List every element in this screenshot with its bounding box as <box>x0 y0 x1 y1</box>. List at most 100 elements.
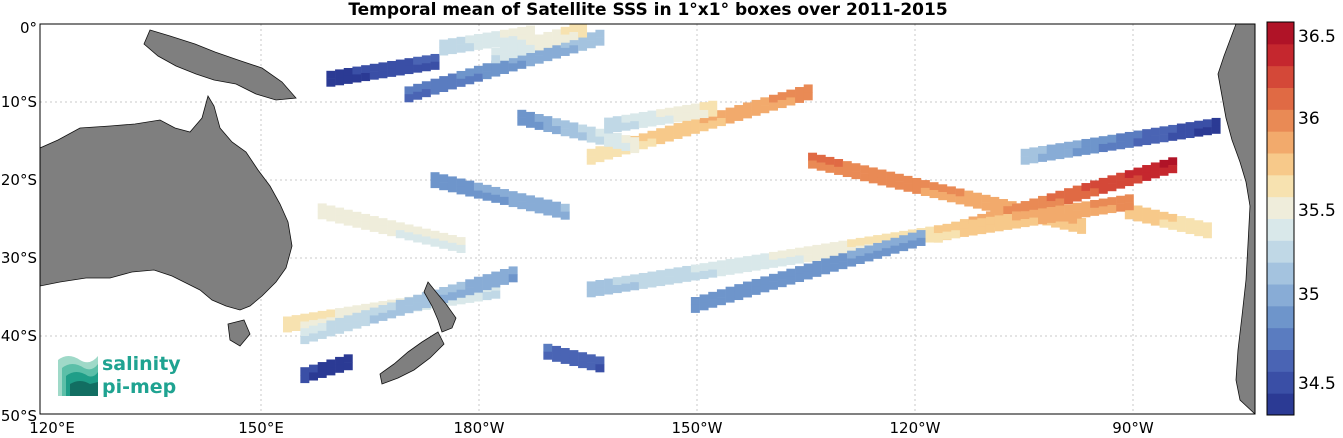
sss-cell <box>1185 129 1195 139</box>
sss-cell <box>647 279 657 288</box>
sss-cell <box>1202 127 1212 136</box>
sss-cell <box>1046 206 1056 216</box>
sss-cell <box>1064 149 1074 158</box>
sss-cell <box>447 176 457 185</box>
sss-cell <box>1124 202 1134 211</box>
sss-cell <box>990 196 1000 206</box>
sss-cell <box>920 180 930 189</box>
sss-cell <box>291 322 301 331</box>
sss-cell <box>656 277 666 287</box>
sss-cell <box>1090 180 1100 189</box>
sss-cell <box>812 268 822 277</box>
sss-cell <box>890 237 900 246</box>
sss-cell <box>404 232 414 241</box>
sss-cell <box>742 281 752 290</box>
sss-cell <box>404 224 414 233</box>
sss-cell <box>621 135 631 144</box>
sss-cell <box>560 211 570 220</box>
sss-cell <box>951 230 961 239</box>
sss-cell <box>621 122 631 131</box>
sss-cell <box>491 186 501 196</box>
sss-cell <box>387 60 397 70</box>
sss-cell <box>291 315 301 324</box>
sss-cell <box>517 52 527 62</box>
sss-cell <box>864 236 874 245</box>
sss-cell <box>543 39 553 48</box>
sss-cell <box>760 97 770 106</box>
sss-cell <box>300 367 310 376</box>
sss-cell <box>317 310 327 319</box>
sss-cell <box>699 302 709 311</box>
sss-cell <box>664 276 674 285</box>
sss-cell <box>1150 127 1160 136</box>
sss-cell <box>786 89 796 98</box>
sss-cell <box>343 315 353 324</box>
sss-cell <box>517 201 527 210</box>
sss-cell <box>708 261 718 270</box>
sss-cell <box>309 312 319 321</box>
sss-cell <box>604 286 614 295</box>
sss-cell <box>699 115 709 124</box>
sss-cell <box>499 276 509 285</box>
sss-cell <box>912 177 922 187</box>
sss-cell <box>447 297 457 306</box>
sss-cell <box>795 247 805 256</box>
sss-cell <box>873 250 883 259</box>
sss-cell <box>1046 214 1056 223</box>
sss-cell <box>842 161 852 170</box>
sss-cell <box>751 99 761 108</box>
sss-cell <box>903 175 913 184</box>
sss-cell <box>552 345 562 355</box>
sss-cell <box>369 223 379 232</box>
sss-cell <box>1142 129 1152 138</box>
sss-cell <box>664 125 674 134</box>
sss-cell <box>760 261 770 270</box>
sss-cell <box>777 99 787 109</box>
sss-cell <box>317 362 327 371</box>
sss-cell <box>829 249 839 258</box>
sss-cell <box>825 164 835 173</box>
sss-cell <box>569 24 579 33</box>
sss-cell <box>343 306 353 315</box>
sss-cell <box>621 283 631 292</box>
sss-cell <box>413 302 423 311</box>
colorbar-band <box>1267 131 1294 154</box>
sss-cell <box>985 216 995 225</box>
sss-cell <box>586 134 596 143</box>
sss-cell <box>1107 183 1117 192</box>
sss-cell <box>1116 180 1126 189</box>
sss-cell <box>873 242 883 252</box>
sss-cell <box>1176 216 1186 225</box>
sss-cell <box>1142 215 1152 224</box>
colorbar-band <box>1267 284 1294 307</box>
sss-cell <box>1068 223 1078 232</box>
sss-cell <box>578 352 588 361</box>
sss-cell <box>647 110 657 119</box>
sss-cell <box>491 271 501 280</box>
sss-cell <box>569 32 579 41</box>
sss-cell <box>569 37 579 46</box>
sss-cell <box>326 367 336 376</box>
colorbar-band <box>1267 153 1294 176</box>
sss-cell <box>430 61 440 70</box>
sss-cell <box>1003 221 1013 230</box>
sss-cell <box>482 40 492 49</box>
sss-cell <box>786 256 796 266</box>
sss-cell <box>404 94 414 103</box>
sss-cell <box>964 190 974 199</box>
colorbar-bands <box>1267 22 1294 416</box>
sss-cell <box>1081 209 1091 218</box>
sss-cell <box>716 260 726 269</box>
sss-cell <box>335 215 345 224</box>
sss-cell <box>552 29 562 38</box>
colorbar-band <box>1267 196 1294 219</box>
sss-cell <box>473 182 483 191</box>
sss-cell <box>1081 183 1091 192</box>
sss-cell <box>473 73 483 82</box>
sss-cell <box>465 35 475 44</box>
sss-cell <box>1081 146 1091 155</box>
sss-cell <box>1176 223 1186 232</box>
sss-cell <box>300 313 310 322</box>
colorbar-band <box>1267 174 1294 198</box>
sss-cell <box>604 143 614 152</box>
